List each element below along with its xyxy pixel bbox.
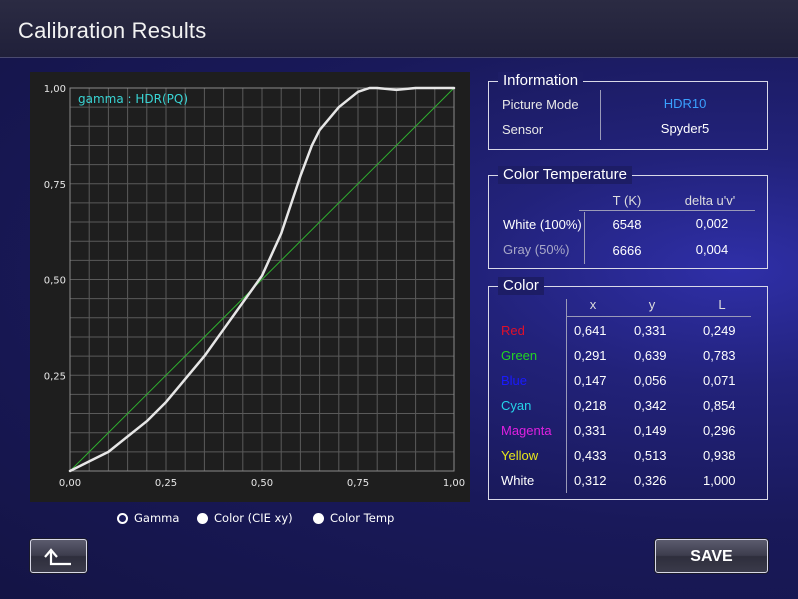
picture-mode-label: Picture Mode: [502, 97, 579, 112]
ct-gray-t: 6666: [612, 243, 642, 258]
color-row-label: Cyan: [501, 398, 532, 413]
radio-unselected-icon: [313, 512, 324, 524]
gamma-chart: 0,00 0,25 0,50 0,75 1,00 0,25 0,50 0,75 1,00 gamm…: [30, 72, 470, 502]
y-tick-label: 0,25: [44, 371, 66, 382]
picture-mode-value: HDR10: [663, 96, 707, 111]
ct-row-label-white: White (100%): [503, 217, 582, 232]
radio-gamma-label: Gamma: [134, 511, 180, 525]
gamma-curve-line: [68, 86, 456, 473]
radio-selected-icon: [117, 512, 128, 524]
color-cell-x: 0,312: [574, 473, 607, 488]
radio-gamma[interactable]: Gamma: [117, 510, 179, 526]
sensor-value: Spyder5: [660, 121, 710, 136]
save-button[interactable]: SAVE: [655, 539, 768, 573]
reference-diagonal-line: [69, 87, 455, 472]
ct-header-t: T (K): [612, 193, 642, 208]
y-tick-label: 0,50: [44, 276, 66, 287]
information-title: Information: [498, 72, 584, 90]
y-tick-label: 0,75: [44, 180, 66, 191]
color-cell-x: 0,218: [574, 398, 607, 413]
ct-divider: [584, 212, 585, 264]
color-cell-y: 0,342: [634, 398, 667, 413]
color-cell-l: 0,938: [703, 448, 736, 463]
color-cell-x: 0,291: [574, 348, 607, 363]
ct-gray-delta: 0,004: [695, 242, 729, 257]
color-header-x: x: [589, 297, 597, 312]
chart-legend-label: gamma : HDR(PQ): [78, 92, 188, 106]
color-title: Color: [498, 277, 544, 295]
color-row-label: Magenta: [501, 423, 552, 438]
color-row-label: Red: [501, 323, 525, 338]
x-tick-label: 0,00: [59, 478, 81, 489]
radio-color-cie-label: Color (CIE xy): [214, 511, 293, 525]
information-divider: [600, 90, 601, 140]
information-panel: Information Picture Mode HDR10 Sensor Sp…: [488, 72, 768, 150]
x-tick-label: 0,50: [251, 478, 273, 489]
color-row-label: Green: [501, 348, 538, 363]
plot-frame: [69, 87, 455, 472]
color-divider: [566, 299, 567, 493]
color-cell-l: 0,854: [703, 398, 736, 413]
color-cell-x: 0,331: [574, 423, 607, 438]
color-panel: Color x y L Red 0,641 0,331 0,249 Green 0,291…: [488, 277, 768, 500]
y-tick-label: 1,00: [44, 84, 66, 95]
color-cell-l: 0,249: [703, 323, 736, 338]
radio-color-cie[interactable]: Color (CIE xy): [197, 510, 293, 526]
return-arrow-icon: [44, 548, 71, 566]
ct-white-delta: 0,002: [695, 216, 729, 231]
color-cell-l: 0,296: [703, 423, 736, 438]
color-cell-y: 0,056: [634, 373, 667, 388]
color-row-label: White: [501, 473, 535, 488]
save-button-label: SAVE: [690, 548, 733, 565]
color-header-l: L: [718, 297, 726, 312]
color-temperature-panel: Color Temperature T (K) delta u'v' White…: [488, 166, 768, 269]
title-bar: Calibration Results: [0, 0, 798, 58]
radio-color-temp-label: Color Temp: [330, 511, 395, 525]
x-tick-label: 0,75: [347, 478, 369, 489]
color-cell-l: 0,071: [703, 373, 736, 388]
color-header-y: y: [648, 297, 656, 312]
color-row-label: Blue: [501, 373, 528, 388]
x-tick-label: 1,00: [443, 478, 465, 489]
ct-white-t: 6548: [612, 217, 642, 232]
ct-header-delta: delta u'v': [684, 193, 736, 208]
radio-color-temp[interactable]: Color Temp: [313, 510, 394, 526]
gamma-chart-svg: 0,00 0,25 0,50 0,75 1,00 0,25 0,50 0,75 1,00 gamm…: [44, 84, 465, 489]
back-button[interactable]: [30, 539, 87, 573]
color-cell-x: 0,433: [574, 448, 607, 463]
color-cell-l: 1,000: [703, 473, 736, 488]
ct-header-line: [579, 210, 755, 211]
page-title: Calibration Results: [18, 18, 207, 43]
ct-row-label-gray: Gray (50%): [503, 242, 570, 257]
color-cell-y: 0,331: [634, 323, 667, 338]
color-cell-y: 0,639: [634, 348, 667, 363]
color-row-label: Yellow: [501, 448, 539, 463]
color-cell-x: 0,641: [574, 323, 607, 338]
color-cell-l: 0,783: [703, 348, 736, 363]
color-cell-y: 0,326: [634, 473, 667, 488]
color-cell-x: 0,147: [574, 373, 607, 388]
color-header-line: [567, 316, 751, 317]
color-temperature-title: Color Temperature: [498, 166, 632, 184]
x-tick-label: 0,25: [155, 478, 177, 489]
color-cell-y: 0,149: [634, 423, 667, 438]
sensor-label: Sensor: [502, 122, 544, 137]
color-cell-y: 0,513: [634, 448, 667, 463]
radio-unselected-icon: [197, 512, 208, 524]
